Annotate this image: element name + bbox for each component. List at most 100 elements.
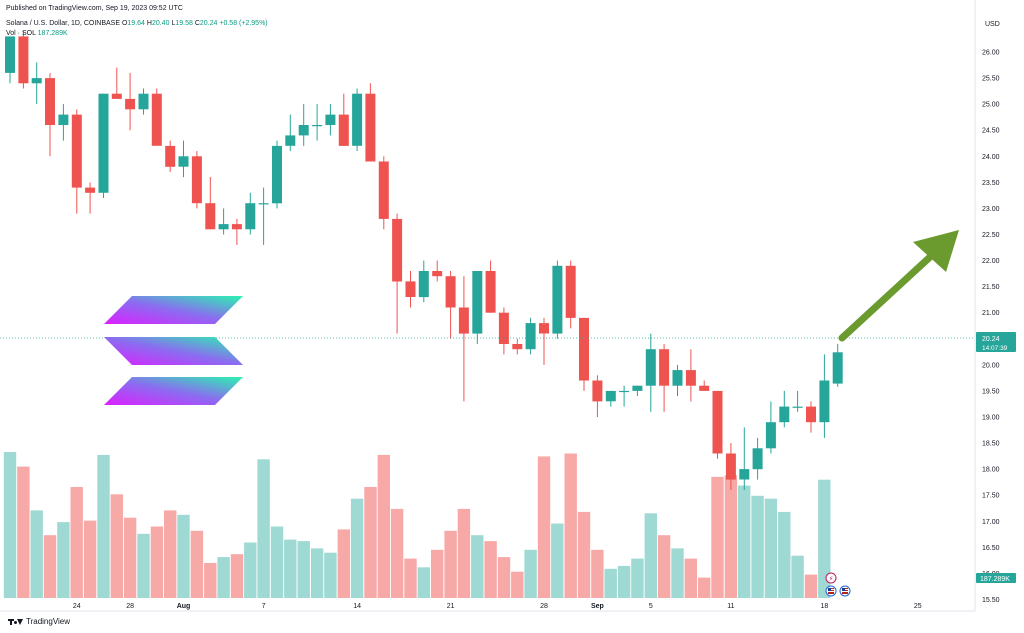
candle[interactable]: [645, 349, 656, 386]
volume-bar: [390, 508, 404, 598]
candle[interactable]: [392, 218, 403, 282]
volume-bar: [657, 535, 671, 598]
time-tick-label: 14: [353, 603, 361, 610]
candle[interactable]: [45, 78, 55, 125]
candle[interactable]: [245, 203, 256, 230]
change-value: +0.58 (+2.95%): [219, 20, 268, 27]
candle[interactable]: [472, 271, 483, 334]
candle[interactable]: [672, 370, 683, 386]
price-tick-label: 23.50: [982, 180, 1000, 187]
price-tick-label: 23.00: [982, 206, 1000, 213]
candle[interactable]: [699, 385, 710, 391]
candle[interactable]: [178, 156, 189, 167]
candle[interactable]: [819, 380, 830, 423]
candle[interactable]: [632, 385, 643, 391]
candle[interactable]: [98, 93, 109, 193]
candle[interactable]: [231, 224, 242, 230]
candle[interactable]: [325, 114, 336, 125]
volume-bar: [284, 539, 297, 598]
candle[interactable]: [191, 156, 202, 204]
volume-bar: [217, 557, 230, 598]
candle[interactable]: [18, 36, 29, 84]
candle[interactable]: [138, 93, 149, 110]
open-label: O: [121, 20, 128, 27]
volume-bar: [43, 535, 57, 598]
candle[interactable]: [312, 125, 323, 127]
event-markers[interactable]: ⚡: [825, 572, 851, 597]
candle[interactable]: [378, 161, 389, 219]
volume-value: 187.289K: [37, 30, 68, 37]
candle[interactable]: [298, 125, 309, 136]
low-label: L: [171, 20, 176, 27]
candle[interactable]: [498, 312, 509, 344]
candle[interactable]: [258, 203, 269, 205]
time-tick-label: 28: [540, 603, 548, 610]
time-tick-label: 28: [126, 603, 134, 610]
candle[interactable]: [512, 344, 523, 350]
candle[interactable]: [432, 271, 443, 277]
volume-bar: [804, 574, 818, 598]
volume-bar: [70, 487, 83, 598]
candle[interactable]: [165, 145, 176, 167]
candle[interactable]: [111, 93, 122, 99]
candle[interactable]: [125, 98, 136, 110]
open-value: 19.64: [127, 20, 145, 27]
candle[interactable]: [752, 448, 763, 470]
candle[interactable]: [685, 370, 696, 386]
volume-bar: [404, 558, 417, 598]
time-tick-label: 18: [821, 603, 829, 610]
candle[interactable]: [5, 36, 15, 73]
volume-bar: [631, 558, 644, 598]
candle[interactable]: [285, 135, 296, 146]
volume-bar: [97, 454, 110, 598]
candle[interactable]: [739, 469, 750, 480]
volume-bar: [350, 498, 364, 598]
candle[interactable]: [458, 307, 469, 334]
volume-bar: [123, 517, 137, 598]
candle[interactable]: [272, 145, 282, 204]
candle[interactable]: [592, 380, 603, 402]
candle[interactable]: [579, 317, 589, 381]
candle[interactable]: [71, 114, 82, 188]
candle[interactable]: [418, 271, 429, 298]
volume-bar: [764, 498, 778, 598]
candle[interactable]: [806, 406, 816, 423]
candle[interactable]: [151, 93, 162, 146]
symbol-name[interactable]: Solana / U.S. Dollar, 1D, COINBASE: [6, 20, 120, 27]
volume-bar: [230, 554, 244, 598]
candle[interactable]: [659, 349, 670, 386]
candle[interactable]: [405, 281, 416, 297]
candle[interactable]: [205, 203, 216, 230]
volume-bar: [204, 563, 217, 598]
candle[interactable]: [619, 390, 630, 393]
candle[interactable]: [445, 276, 456, 308]
time-tick-label: 7: [262, 603, 266, 610]
volume-bar: [164, 510, 177, 598]
price-tick-label: 16.50: [982, 545, 1000, 552]
candle[interactable]: [552, 265, 563, 334]
candle[interactable]: [779, 406, 790, 423]
candle[interactable]: [31, 78, 42, 84]
candle[interactable]: [565, 265, 576, 318]
candle[interactable]: [365, 93, 376, 162]
candle[interactable]: [765, 422, 776, 449]
candle[interactable]: [712, 390, 723, 454]
candle[interactable]: [725, 453, 736, 480]
last-price-badge: 20.24 14:07:39: [976, 332, 1016, 352]
candle[interactable]: [525, 323, 536, 350]
candle[interactable]: [58, 114, 69, 125]
candle[interactable]: [792, 406, 803, 408]
candle[interactable]: [485, 271, 496, 313]
candle[interactable]: [605, 390, 616, 402]
volume-badge: 187.289K: [976, 573, 1016, 583]
candle[interactable]: [832, 352, 843, 384]
candle[interactable]: [218, 224, 229, 230]
candle[interactable]: [85, 187, 96, 193]
candle[interactable]: [352, 93, 363, 146]
candle[interactable]: [539, 323, 549, 334]
volume-label[interactable]: Vol · SOL: [6, 30, 36, 37]
volume-bar: [591, 549, 604, 598]
candle[interactable]: [338, 114, 349, 146]
volume-bar: [471, 535, 484, 598]
